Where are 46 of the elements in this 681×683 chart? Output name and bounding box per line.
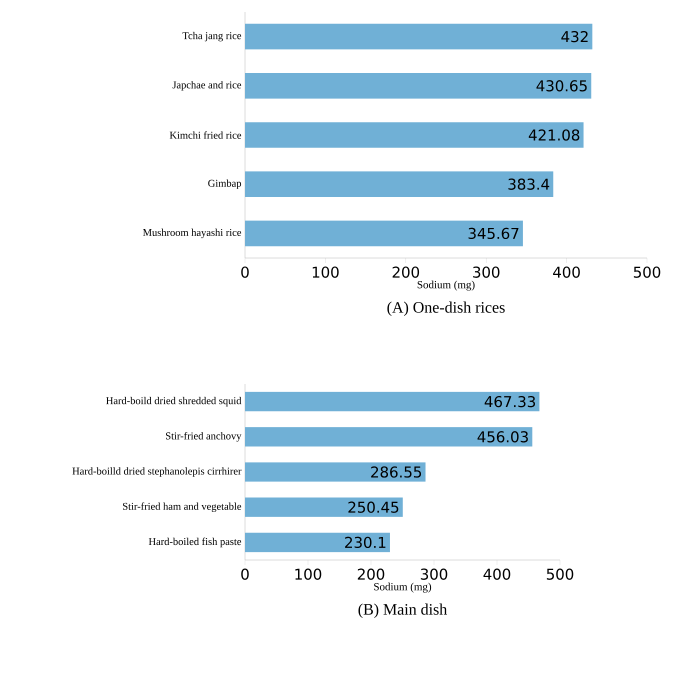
y-tick-label: Mushroom hayashi rice (143, 228, 242, 238)
data-label: 467.33 (484, 396, 536, 408)
x-tick-label: 100 (312, 266, 339, 278)
x-tick-label: 0 (241, 568, 249, 580)
x-tick-label: 100 (295, 568, 322, 580)
bar (245, 171, 554, 197)
bar (245, 532, 390, 552)
data-label: 250.45 (348, 502, 398, 513)
x-tick-label: 300 (473, 266, 500, 278)
x-axis-title: Sodium (mg) (418, 280, 475, 291)
data-label: 421.08 (528, 129, 580, 141)
x-tick-label: 500 (634, 266, 660, 278)
bar (245, 73, 592, 99)
x-tick-label: 400 (483, 568, 510, 580)
y-tick-label: Hard-boiled fish paste (148, 538, 242, 548)
y-tick-label: Tcha jang rice (182, 32, 242, 42)
bar (245, 122, 584, 148)
y-tick-label: Japchae and rice (172, 81, 242, 91)
x-tick-label: 400 (553, 266, 580, 278)
data-label: 286.55 (371, 466, 422, 478)
y-tick-label: Stir-fried anchovy (166, 432, 242, 442)
x-axis-title: Sodium (mg) (374, 582, 432, 593)
bar (245, 462, 426, 482)
bar (245, 392, 540, 412)
bar (245, 427, 532, 446)
bar (245, 220, 523, 246)
y-tick-label: Stir-fried ham and vegetable (123, 502, 242, 512)
x-tick-label: 200 (392, 266, 420, 278)
bar (245, 498, 403, 517)
bar (245, 24, 592, 50)
x-tick-label: 0 (241, 266, 249, 278)
data-label: 432 (561, 30, 588, 42)
y-tick-label: Gimbap (208, 179, 242, 189)
y-tick-label: Hard-boilld dried stephanolepis cirrhirer (72, 467, 242, 477)
text: (A) One-dish rices (387, 302, 505, 316)
y-tick-label: Hard-boild dried shredded squid (106, 396, 242, 406)
x-tick-label: 300 (420, 568, 448, 580)
x-tick-label: 200 (358, 568, 384, 580)
y-tick-label: Kimchi fried rice (170, 131, 242, 139)
data-label: 430.65 (536, 80, 587, 92)
data-label: 383.4 (508, 178, 550, 190)
text: (B) Main dish (358, 604, 448, 618)
data-label: 456.03 (478, 431, 528, 442)
data-label: 345.67 (468, 228, 518, 240)
data-label: 230.1 (345, 536, 386, 548)
x-tick-label: 500 (546, 568, 574, 580)
